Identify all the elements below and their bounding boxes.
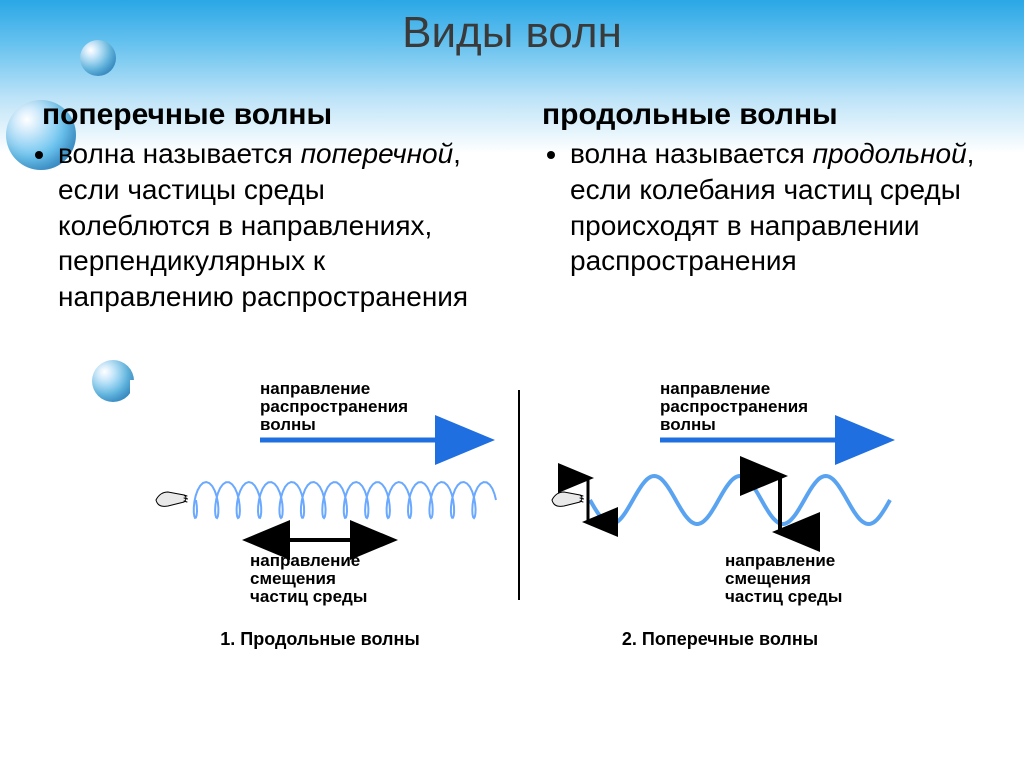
hand-icon (154, 486, 188, 512)
bullet-list: волна называется поперечной, если частиц… (30, 136, 482, 315)
diagram-area: направление распространения волны направ… (130, 380, 930, 660)
diagram-longitudinal: направление распространения волны направ… (130, 380, 510, 660)
diagram-divider (518, 390, 520, 600)
content-columns: поперечные волны волна называется попере… (30, 98, 994, 315)
text: волна называется (58, 138, 301, 169)
slide: Виды волн поперечные волны волна называе… (0, 0, 1024, 767)
column-longitudinal: продольные волны волна называется продол… (542, 98, 994, 315)
coil-spring-icon (194, 482, 496, 518)
bullet-item: волна называется продольной, если колеба… (570, 136, 994, 279)
decor-sphere (92, 360, 134, 402)
sine-wave-icon (590, 476, 890, 524)
text: волна называется (570, 138, 813, 169)
caption-longitudinal: 1. Продольные волны (130, 629, 510, 650)
heading-transverse: поперечные волны (30, 98, 482, 132)
caption-transverse: 2. Поперечные волны (530, 629, 910, 650)
hand-icon (550, 486, 584, 512)
text-italic: продольной (813, 138, 967, 169)
page-title: Виды волн (0, 8, 1024, 58)
column-transverse: поперечные волны волна называется попере… (30, 98, 482, 315)
bullet-item: волна называется поперечной, если частиц… (58, 136, 482, 315)
text-italic: поперечной (301, 138, 454, 169)
heading-longitudinal: продольные волны (542, 98, 994, 132)
transverse-svg (530, 380, 910, 610)
bullet-list: волна называется продольной, если колеба… (542, 136, 994, 279)
diagram-transverse: направление распространения волны направ… (530, 380, 910, 660)
